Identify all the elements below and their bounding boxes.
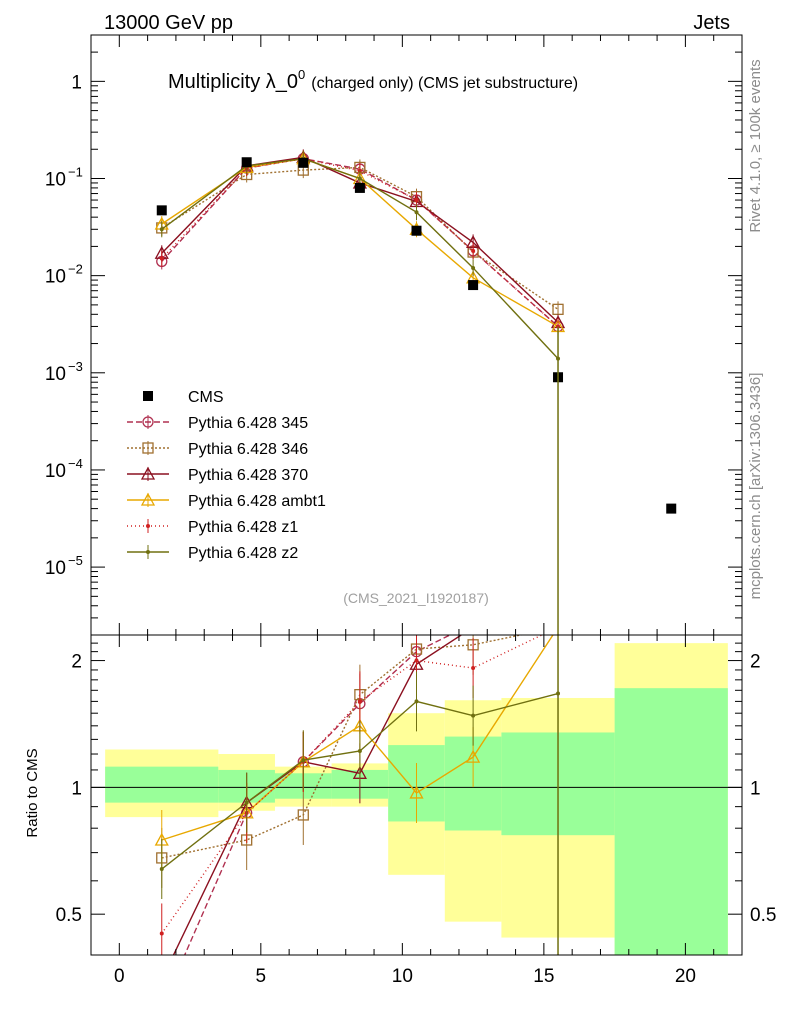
- ratio-marker-5: [357, 748, 362, 753]
- y-tick-exponent: −1: [68, 165, 83, 180]
- series-marker-5: [357, 176, 362, 181]
- ratio-marker-5: [301, 758, 306, 763]
- cms-data-point: [468, 280, 479, 291]
- series-marker-4: [159, 256, 164, 261]
- series-marker-4: [414, 198, 419, 203]
- y-tick-label: 10: [45, 170, 66, 191]
- ratio-series-group: [154, 635, 561, 955]
- y-tick-exponent: −4: [68, 456, 83, 471]
- ratio-marker-5: [471, 713, 476, 718]
- x-tick-label: 10: [392, 966, 413, 987]
- legend-marker: [140, 466, 156, 480]
- y-tick-exponent: −2: [68, 262, 83, 277]
- legend-marker: [146, 550, 150, 554]
- series-marker-4: [471, 248, 476, 253]
- ratio-marker-3: [409, 785, 424, 799]
- ratio-band-green: [614, 688, 728, 955]
- legend: CMS Pythia 6.428 345 Pythia 6.428 346 Pythi…: [127, 389, 326, 562]
- y-tick-exponent: −3: [68, 359, 83, 374]
- legend-label: Pythia 6.428 370: [188, 467, 308, 484]
- series-marker-5: [414, 210, 419, 215]
- analysis-watermark: (CMS_2021_I1920187): [343, 590, 489, 606]
- ratio-marker-4: [471, 666, 476, 671]
- series-marker-1: [552, 303, 564, 315]
- ratio-y-tick-label-right: 0.5: [750, 905, 776, 926]
- y-tick-label: 1: [71, 72, 82, 93]
- chart-title-superscript: 0: [298, 67, 305, 82]
- ratio-y-tick-label: 1: [71, 778, 82, 799]
- y-tick-label: 10: [45, 558, 66, 579]
- plot-frames: [90, 34, 743, 956]
- series-marker-5: [471, 265, 476, 270]
- ratio-marker-5: [244, 800, 249, 805]
- legend-label: Pythia 6.428 345: [188, 415, 308, 432]
- chart-title: Multiplicity λ_00 (charged only) (CMS jet…: [168, 67, 578, 93]
- header-energy-label: 13000 GeV pp: [104, 12, 233, 34]
- y-tick-exponent: −5: [68, 553, 83, 568]
- ratio-marker-4: [357, 699, 362, 704]
- legend-marker: [146, 524, 150, 528]
- legend-marker: [143, 391, 153, 401]
- legend-marker: [140, 492, 156, 506]
- rivet-version-label: Rivet 4.1.0, ≥ 100k events: [747, 59, 764, 232]
- x-tick-label: 20: [675, 966, 696, 987]
- ratio-marker-1: [297, 809, 309, 821]
- legend-marker: [142, 416, 154, 428]
- mcplots-source-label: mcplots.cern.ch [arXiv:1306.3436]: [747, 373, 764, 600]
- ratio-band-green: [105, 766, 219, 803]
- cms-data-point: [156, 205, 167, 216]
- ratio-marker-5: [414, 699, 419, 704]
- y-tick-label: 10: [45, 364, 66, 385]
- header-process-label: Jets: [693, 12, 730, 34]
- legend-label: CMS: [188, 389, 224, 406]
- x-tick-label: 15: [533, 966, 554, 987]
- main-series-group: [154, 149, 677, 955]
- legend-label: Pythia 6.428 z2: [188, 545, 298, 562]
- ratio-frame: [90, 634, 743, 956]
- legend-label: Pythia 6.428 ambt1: [188, 493, 326, 510]
- ratio-y-tick-label: 0.5: [56, 905, 82, 926]
- ratio-y-tick-label: 2: [71, 652, 82, 673]
- ratio-axis-label: Ratio to CMS: [24, 748, 41, 837]
- ratio-y-tick-label-right: 2: [750, 652, 761, 673]
- cms-data-point: [354, 182, 365, 193]
- cms-data-point: [241, 157, 252, 168]
- y-tick-label: 10: [45, 461, 66, 482]
- ratio-marker-4: [159, 931, 164, 936]
- ratio-marker-5: [159, 867, 164, 872]
- ratio-marker-5: [556, 691, 561, 696]
- chart-title-main: Multiplicity λ_0: [168, 71, 298, 93]
- ratio-marker-4: [414, 658, 419, 663]
- chart-title-subtitle: (charged only) (CMS jet substructure): [311, 75, 578, 92]
- y-tick-label: 10: [45, 267, 66, 288]
- cms-data-point: [298, 157, 309, 168]
- cms-data-point: [411, 225, 422, 236]
- cms-data-point: [666, 503, 677, 514]
- ratio-marker-3: [466, 749, 481, 763]
- legend-label: Pythia 6.428 346: [188, 441, 308, 458]
- x-tick-label: 5: [256, 966, 267, 987]
- legend-label: Pythia 6.428 z1: [188, 519, 298, 536]
- legend-marker: [142, 442, 154, 454]
- series-marker-5: [159, 227, 164, 232]
- ratio-y-tick-label-right: 1: [750, 778, 761, 799]
- x-tick-label: 0: [114, 966, 125, 987]
